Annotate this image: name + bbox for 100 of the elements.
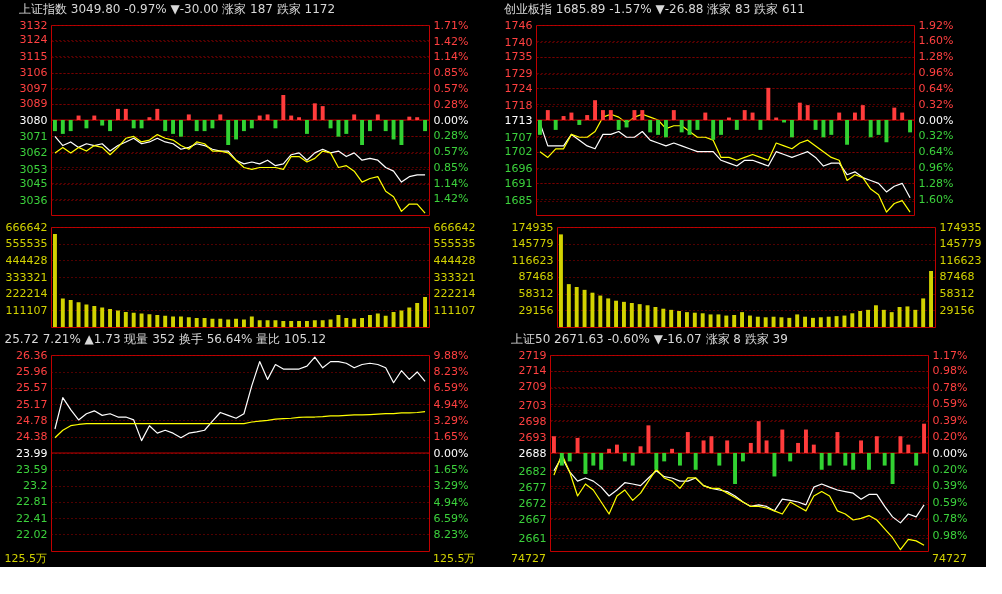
y-tick-label: 0.78%	[932, 511, 968, 525]
text: 74727	[511, 552, 546, 565]
y-tick-label: 2709	[518, 380, 547, 394]
bar	[821, 120, 826, 138]
y2-tick-label: 6.59%	[433, 381, 469, 395]
y-tick-label: 0.78%	[932, 381, 968, 395]
y-tick-label: 222214	[5, 287, 48, 301]
y2-tick-label: 1.65%	[433, 430, 469, 444]
bar	[218, 318, 223, 327]
chart-title: 创业板指 1685.89 -1.57% ▼-26.88 涨家 83 跌家 611	[504, 2, 805, 16]
bar	[139, 120, 144, 129]
y-tick-label: 1.60%	[918, 34, 954, 48]
bar	[210, 120, 215, 129]
bar	[320, 106, 325, 120]
bar	[194, 318, 199, 327]
y-tick-label: 0.64%	[918, 81, 954, 95]
bar	[819, 453, 824, 470]
bar	[281, 95, 286, 120]
bar	[391, 120, 396, 140]
bar	[922, 423, 927, 453]
bar	[265, 114, 270, 120]
bar	[616, 120, 621, 130]
bar	[591, 453, 596, 466]
y-tick-label: 0.57%	[433, 81, 469, 95]
bar	[900, 112, 905, 120]
bar	[892, 107, 897, 120]
text: 125.5万	[433, 552, 476, 565]
bar	[795, 314, 800, 327]
bar	[881, 309, 886, 327]
y-tick-label: 26.36	[16, 348, 48, 362]
bar	[805, 105, 810, 120]
bar	[76, 302, 81, 327]
y-tick-label: 2672	[518, 497, 547, 511]
y2-tick-label: 8.23%	[433, 528, 469, 542]
bar	[328, 120, 333, 129]
y-tick-label: 1.60%	[918, 192, 954, 206]
bar	[692, 312, 697, 327]
y2-tick-label: 9.88%	[433, 348, 469, 362]
bar	[60, 298, 65, 327]
bar	[796, 442, 801, 453]
line-series	[54, 134, 426, 214]
bar	[708, 314, 713, 327]
bar	[866, 453, 871, 470]
bar	[724, 315, 729, 327]
bar	[171, 120, 176, 134]
bar	[100, 120, 105, 126]
bar	[84, 304, 89, 327]
bar	[226, 120, 231, 145]
y-tick-label: 0.96%	[918, 161, 954, 174]
bar	[711, 120, 716, 140]
bar	[876, 120, 881, 135]
y-tick-label: 1.17%	[932, 348, 968, 362]
bar	[719, 120, 724, 135]
y-tick-label: 1718	[504, 99, 533, 113]
y-tick-label: 87468	[518, 270, 554, 284]
bar	[677, 453, 682, 466]
bar	[304, 120, 309, 134]
bar	[913, 309, 918, 327]
y-tick-label: 22.02	[16, 527, 48, 541]
bar	[131, 312, 136, 327]
bar	[852, 112, 857, 120]
y-tick-label: 3097	[19, 82, 48, 96]
y-tick-label: 0.59%	[932, 495, 968, 509]
y-tick-label: 3071	[19, 129, 48, 143]
bar	[905, 306, 910, 327]
bar	[874, 436, 879, 453]
bar	[344, 120, 349, 134]
bar	[257, 320, 262, 327]
bar	[740, 312, 745, 327]
bar	[829, 120, 834, 135]
bar	[763, 317, 768, 327]
bar	[551, 436, 556, 453]
y-tick-label: 2693	[518, 430, 547, 444]
bar	[281, 321, 286, 327]
bar	[734, 120, 739, 130]
bar	[178, 316, 183, 327]
bar	[273, 320, 278, 327]
y-tick-label: 2703	[518, 399, 547, 413]
bar	[624, 120, 629, 128]
y-tick-label: 555535	[5, 237, 48, 251]
bar	[593, 100, 598, 120]
bar	[407, 307, 412, 327]
bar	[868, 120, 873, 138]
bar	[645, 305, 650, 327]
bar	[662, 453, 667, 462]
bar	[92, 306, 97, 327]
y-tick-label: 1724	[504, 81, 533, 95]
bar	[709, 436, 714, 453]
bar	[663, 120, 668, 138]
bar	[884, 120, 889, 143]
y-tick-label: 25.57	[16, 381, 48, 395]
bar	[194, 120, 199, 132]
bar	[312, 103, 317, 120]
bar	[818, 317, 823, 327]
bar	[908, 120, 913, 133]
bar	[186, 114, 191, 120]
bar	[756, 421, 761, 453]
y-tick-label: 22.81	[16, 495, 48, 509]
y2-tick-label: 3.29%	[433, 413, 469, 427]
bar	[725, 440, 730, 453]
